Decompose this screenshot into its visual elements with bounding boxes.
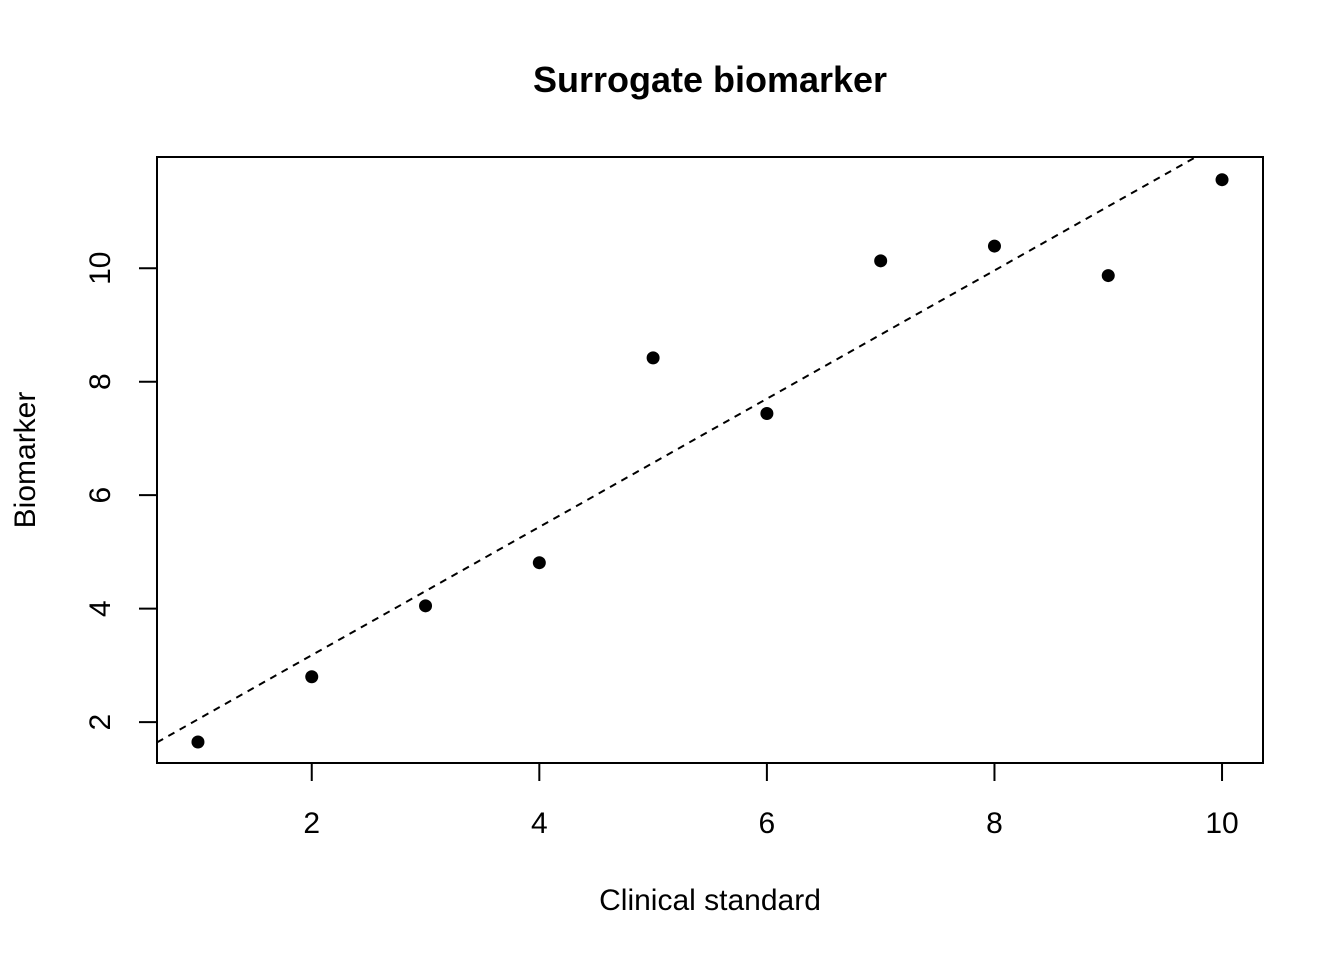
x-tick-label-10: 10 [1205, 807, 1238, 840]
data-point-7 [874, 254, 888, 268]
data-point-4 [532, 556, 546, 570]
y-tick-label-6: 6 [84, 487, 117, 504]
data-point-10 [1215, 173, 1229, 187]
plot-frame [156, 156, 1264, 764]
x-tick-label-4: 4 [531, 807, 548, 840]
chart-title: Surrogate biomarker [533, 59, 887, 100]
plot-area [157, 157, 1229, 749]
data-point-1 [191, 735, 205, 749]
y-tick-label-8: 8 [84, 373, 117, 390]
data-point-2 [305, 670, 319, 684]
y-tick-label-10: 10 [84, 252, 117, 285]
y-tick-label-2: 2 [84, 714, 117, 731]
y-axis-label: Biomarker [9, 392, 42, 529]
x-tick-label-2: 2 [303, 807, 320, 840]
reference-line [157, 157, 1198, 744]
data-point-9 [1101, 269, 1115, 283]
x-axis: 2 4 6 8 10 [303, 762, 1239, 840]
y-tick-label-4: 4 [84, 600, 117, 617]
data-point-8 [987, 239, 1001, 253]
x-tick-label-8: 8 [986, 807, 1003, 840]
data-point-3 [419, 599, 433, 613]
y-axis: 2 4 6 8 10 [84, 252, 158, 731]
x-axis-label: Clinical standard [599, 884, 821, 917]
x-tick-label-6: 6 [759, 807, 776, 840]
data-point-5 [646, 351, 660, 365]
data-point-6 [760, 406, 774, 420]
